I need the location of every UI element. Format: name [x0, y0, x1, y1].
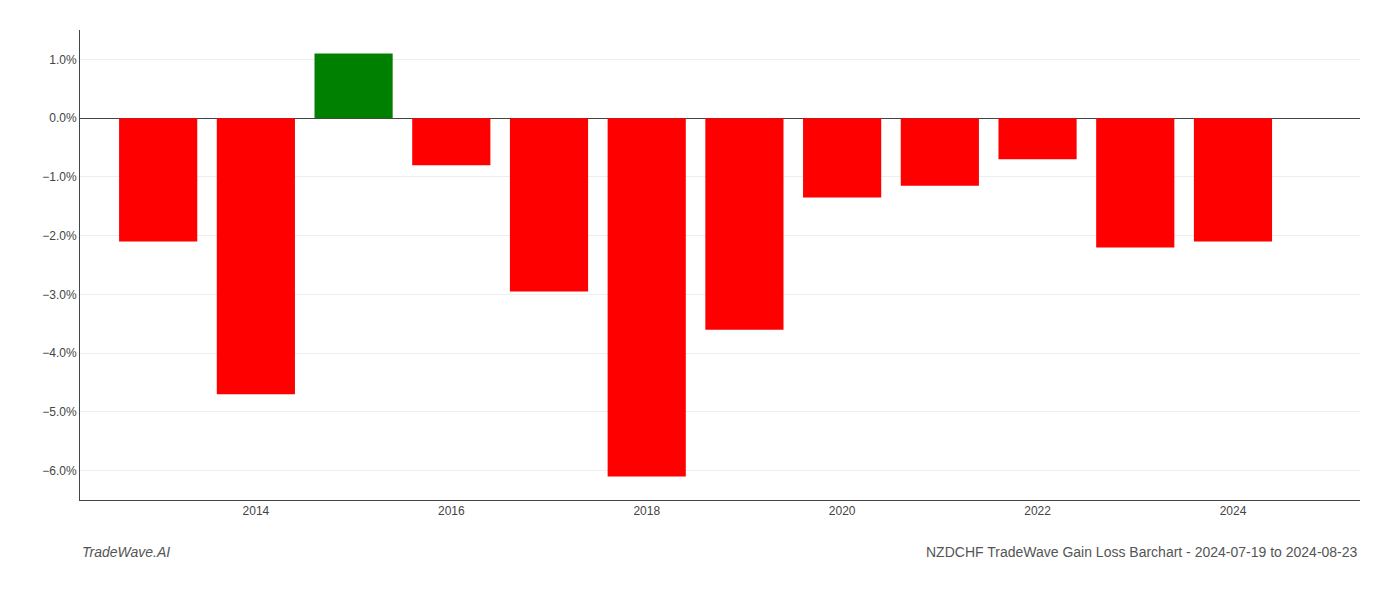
svg-text:2014: 2014: [243, 504, 270, 518]
svg-text:−4.0%: −4.0%: [42, 346, 77, 360]
svg-text:−3.0%: −3.0%: [42, 288, 77, 302]
svg-text:0.0%: 0.0%: [49, 111, 77, 125]
svg-text:−5.0%: −5.0%: [42, 405, 77, 419]
svg-text:1.0%: 1.0%: [49, 53, 77, 67]
svg-text:−1.0%: −1.0%: [42, 170, 77, 184]
svg-text:−2.0%: −2.0%: [42, 229, 77, 243]
svg-text:NZDCHF TradeWave Gain Loss Bar: NZDCHF TradeWave Gain Loss Barchart - 20…: [926, 544, 1358, 560]
svg-text:TradeWave.AI: TradeWave.AI: [82, 544, 170, 560]
svg-text:2018: 2018: [633, 504, 660, 518]
svg-text:2020: 2020: [829, 504, 856, 518]
svg-text:−6.0%: −6.0%: [42, 464, 77, 478]
svg-text:2016: 2016: [438, 504, 465, 518]
svg-text:2024: 2024: [1220, 504, 1247, 518]
svg-text:2022: 2022: [1024, 504, 1051, 518]
